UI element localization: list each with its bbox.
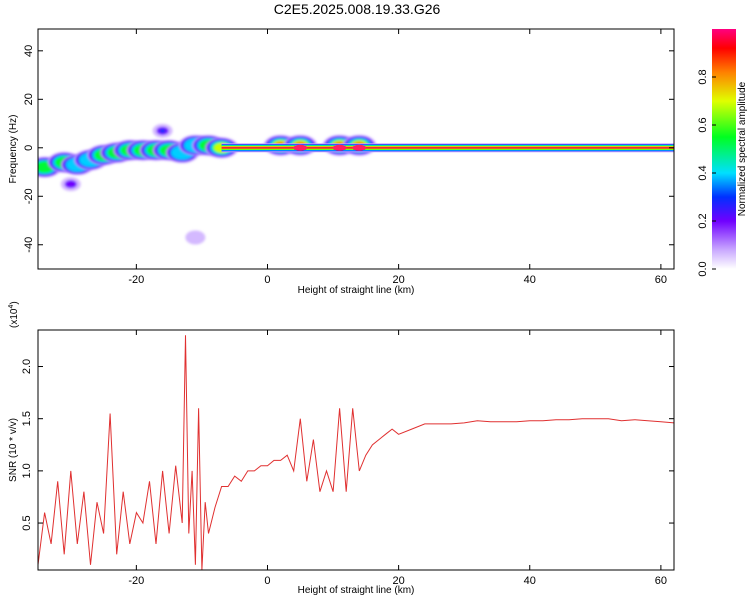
spectrogram-frame xyxy=(37,28,675,270)
heatmap-blob xyxy=(185,230,206,245)
x-tick-label: 20 xyxy=(392,575,404,587)
heatmap-track xyxy=(221,143,674,153)
spectrogram-heatmap xyxy=(38,123,674,245)
y-tick-label: 0.5 xyxy=(21,515,33,530)
x-tick-label: 40 xyxy=(524,575,536,587)
chart-title: C2E5.2025.008.19.33.G26 xyxy=(274,1,441,17)
heatmap-blob xyxy=(152,123,173,138)
x-tick-label: 60 xyxy=(655,575,667,587)
x-tick-label: 0 xyxy=(264,575,270,587)
heatmap-blob xyxy=(60,177,81,192)
y-tick-label: -40 xyxy=(23,237,35,253)
y-tick-label: 40 xyxy=(23,45,35,57)
spectrogram-ylabel: Frequency (Hz) xyxy=(8,115,19,184)
x-tick-label: 60 xyxy=(655,274,667,286)
y-tick-label: 1.0 xyxy=(21,463,33,478)
y-tick-label: 20 xyxy=(23,93,35,105)
x-tick-label: 0 xyxy=(264,274,270,286)
y-tick-label: 2.0 xyxy=(21,359,33,374)
x-tick-label: -20 xyxy=(128,575,144,587)
x-tick-label: -20 xyxy=(128,274,144,286)
snr-ticks: -20 0 20 40 60 0.5 1.0 1.5 2.0 xyxy=(21,330,674,587)
spectrogram-panel: -20 0 20 40 60 -40 -20 0 20 40 Height of straight… xyxy=(8,28,675,296)
colorbar-tick-label: 0.2 xyxy=(697,213,709,228)
y-tick-label: -20 xyxy=(23,188,35,204)
colorbar-tick-label: 0.0 xyxy=(697,261,709,276)
snr-series-line xyxy=(38,335,674,570)
x-tick-label: 40 xyxy=(524,274,536,286)
colorbar-tick-label: 0.6 xyxy=(697,117,709,132)
colorbar-gradient xyxy=(712,29,736,269)
spectrogram-ticks: -20 0 20 40 60 -40 -20 0 20 40 xyxy=(23,29,674,286)
y-tick-label: 1.5 xyxy=(21,411,33,426)
colorbar: 0.0 0.2 0.4 0.6 0.8 Normalized spectral ampl… xyxy=(697,29,748,277)
snr-xlabel: Height of straight line (km) xyxy=(298,585,415,596)
track-peak xyxy=(352,144,367,151)
spectrogram-xlabel: Height of straight line (km) xyxy=(298,285,415,296)
track-peak xyxy=(332,144,347,151)
colorbar-tick-label: 0.8 xyxy=(697,69,709,84)
colorbar-tick-label: 0.4 xyxy=(697,165,709,180)
track-peak xyxy=(293,144,308,151)
colorbar-label: Normalized spectral amplitude xyxy=(737,81,748,216)
snr-frame xyxy=(37,329,675,571)
x-tick-label: 20 xyxy=(392,274,404,286)
colorbar-ticks: 0.0 0.2 0.4 0.6 0.8 xyxy=(697,69,716,277)
snr-multiplier: (x104) xyxy=(8,301,20,328)
y-tick-label: 0 xyxy=(23,145,35,151)
snr-ylabel: SNR (10 * v/v) xyxy=(8,418,19,482)
snr-panel: -20 0 20 40 60 0.5 1.0 1.5 2.0 Height of straigh… xyxy=(8,301,675,596)
